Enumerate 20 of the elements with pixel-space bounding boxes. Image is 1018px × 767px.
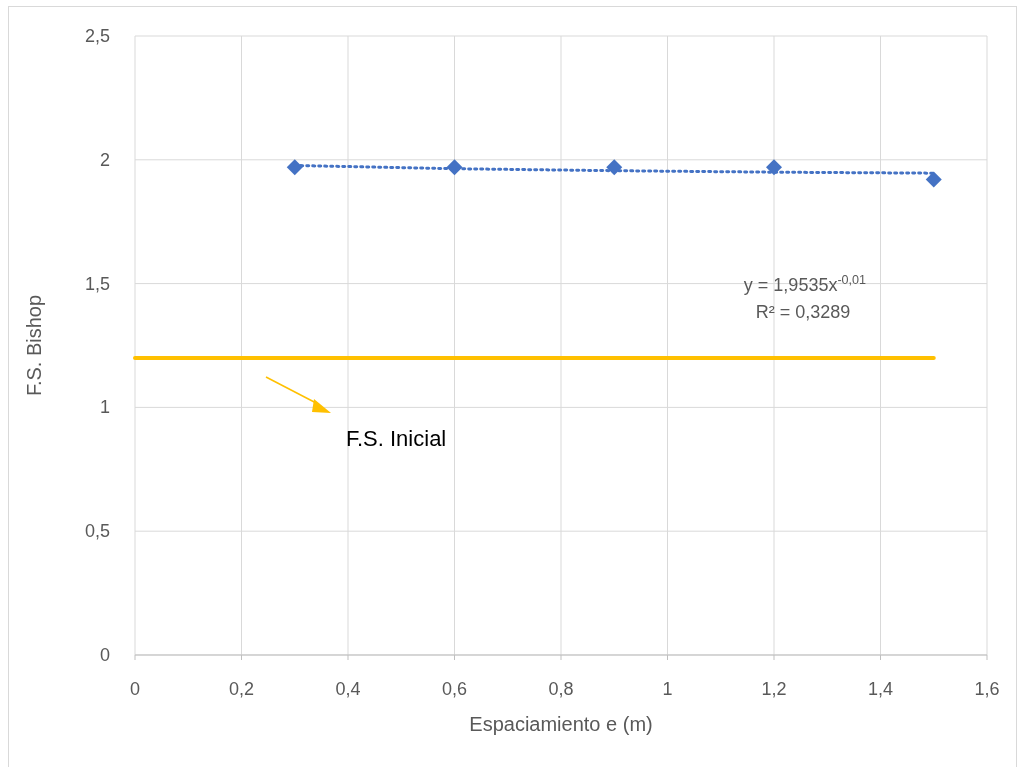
x-tick-label: 0,8 [548, 679, 574, 699]
x-axis-title: Espaciamiento e (m) [469, 713, 653, 735]
x-tick-label: 0,2 [228, 679, 255, 699]
x-tick-label: 1,6 [974, 679, 1000, 699]
y-tick-label: 1,5 [84, 273, 110, 294]
y-tick-label: 2 [99, 149, 110, 170]
x-tick-label: 0,4 [335, 679, 361, 699]
y-tick-label: 0 [99, 645, 110, 665]
x-tick-label: 0 [129, 679, 141, 699]
y-axis-title: F.S. Bishop [23, 294, 45, 397]
x-tick-label: 1,4 [867, 679, 894, 699]
annotation: y = 1,9535x$^{-0,01}$ [743, 273, 867, 295]
annotation: R² = 0,3289 [755, 302, 851, 322]
x-tick-label: 0,6 [441, 679, 468, 699]
y-tick-label: 2,5 [84, 26, 110, 46]
annotation: F.S. Inicial [346, 426, 447, 451]
y-tick-label: 0,5 [84, 521, 110, 542]
y-tick-label: 1 [99, 397, 110, 418]
x-tick-label: 1 [662, 679, 673, 699]
x-tick-label: 1,2 [761, 679, 787, 699]
